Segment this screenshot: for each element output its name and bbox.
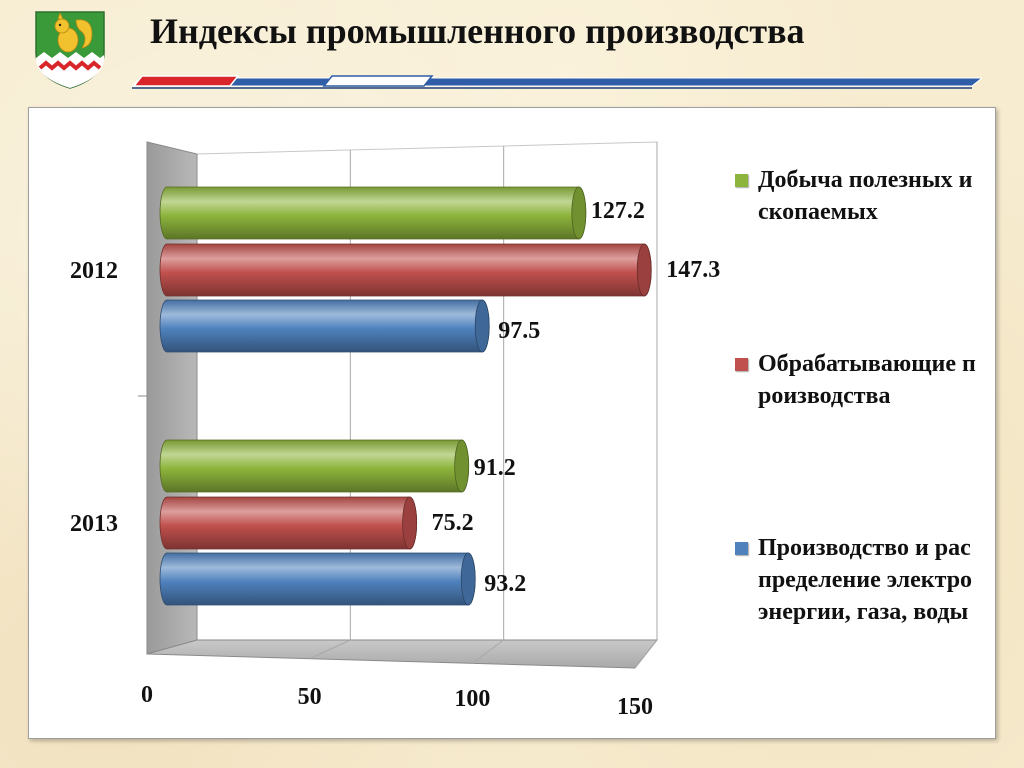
bar-cap [636, 243, 652, 297]
bar-body [159, 439, 470, 493]
legend-swatch-red [735, 358, 748, 371]
bar-2013-series-2 [159, 552, 476, 606]
x-tick-label: 50 [298, 684, 322, 710]
x-tick-label: 0 [141, 682, 153, 708]
data-label: 75.2 [432, 510, 474, 536]
category-label: 2012 [70, 258, 118, 284]
data-label: 147.3 [666, 257, 720, 283]
legend-item-manufacturing: Обрабатывающие производства [735, 348, 980, 412]
category-label: 2013 [70, 511, 118, 537]
bar-cap [474, 299, 490, 353]
legend-swatch-blue [735, 542, 748, 555]
bar-cap [402, 496, 418, 550]
bar-body [159, 186, 587, 240]
bar-2012-series-0 [159, 186, 587, 240]
data-label: 93.2 [484, 571, 526, 597]
legend-label: Обрабатывающие производства [758, 351, 976, 409]
data-label: 97.5 [498, 318, 540, 344]
data-label: 127.2 [591, 198, 645, 224]
legend-item-energy: Производство и распределение электроэнер… [735, 532, 980, 628]
bar-body [159, 496, 418, 550]
bar-body [159, 299, 490, 353]
legend-item-mining: Добыча полезных ископаемых [735, 164, 980, 228]
chart-floor [146, 639, 659, 669]
data-label: 91.2 [474, 455, 516, 481]
x-tick-label: 100 [454, 686, 490, 712]
bar-cap [454, 439, 470, 493]
bar-cap [460, 552, 476, 606]
bar-2013-series-0 [159, 439, 470, 493]
legend-label: Добыча полезных ископаемых [758, 167, 973, 225]
legend-label: Производство и распределение электроэнер… [758, 535, 973, 625]
legend-swatch-green [735, 174, 748, 187]
bar-2012-series-1 [159, 243, 652, 297]
floor-gridline [472, 639, 504, 664]
page-title: Индексы промышленного производства [150, 11, 805, 51]
bar-body [159, 243, 652, 297]
floor-gridline [309, 639, 351, 660]
floor-gridline [634, 639, 658, 669]
x-tick-label: 150 [617, 694, 653, 720]
title-underline-decoration [132, 75, 982, 89]
bar-cap [571, 186, 587, 240]
chart-legend: Добыча полезных ископаемых Обрабатывающи… [735, 160, 990, 680]
bar-2013-series-1 [159, 496, 418, 550]
coat-of-arms-logo [35, 11, 105, 89]
bar-2012-series-2 [159, 299, 490, 353]
bar-body [159, 552, 476, 606]
